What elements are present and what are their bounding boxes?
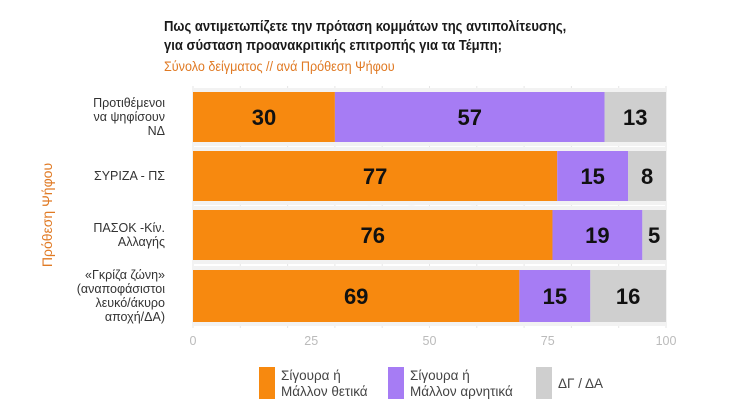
bar-segment xyxy=(519,270,591,322)
x-tick-label: 75 xyxy=(541,334,555,348)
y-axis-label: Πρόθεση Ψήφου xyxy=(39,163,55,267)
bar-segment xyxy=(642,210,666,260)
legend-swatch xyxy=(259,367,275,399)
x-tick-label: 25 xyxy=(304,334,318,348)
data-label: 19 xyxy=(585,223,609,248)
data-label: 13 xyxy=(623,105,647,130)
x-tick-label: 100 xyxy=(656,334,677,348)
category-label: ΠΑΣΟΚ -Κίν. xyxy=(93,221,165,235)
category-label: «Γκρίζα ζώνη» xyxy=(85,268,165,282)
data-label: 76 xyxy=(360,223,384,248)
bar-segment xyxy=(628,151,666,201)
bar-segment xyxy=(604,92,666,142)
chart-title: Πως αντιμετωπίζετε την πρόταση κομμάτων … xyxy=(164,18,566,56)
legend-label: Σίγουρα ή xyxy=(410,368,470,383)
category-label: να ψηφίσουν xyxy=(94,110,165,124)
legend-label: Μάλλον αρνητικά xyxy=(410,384,513,399)
title-line-1: Πως αντιμετωπίζετε την πρόταση κομμάτων … xyxy=(164,19,567,35)
category-label: αποχή/ΔΑ) xyxy=(105,310,165,324)
data-label: 69 xyxy=(344,284,368,309)
data-label: 15 xyxy=(580,164,604,189)
bar-segment xyxy=(193,270,520,322)
chart-subtitle: Σύνολο δείγματος // ανά Πρόθεση Ψήφου xyxy=(164,58,395,74)
data-label: 30 xyxy=(252,105,276,130)
data-label: 8 xyxy=(641,164,653,189)
data-label: 15 xyxy=(543,284,567,309)
bar-segment xyxy=(552,210,643,260)
category-label: λευκό/άκυρο xyxy=(95,296,165,310)
legend-label: ΔΓ / ΔΑ xyxy=(558,376,603,391)
data-label: 5 xyxy=(648,223,660,248)
x-tick-label: 0 xyxy=(190,334,197,348)
bar-segment xyxy=(193,92,335,142)
legend-swatch xyxy=(536,367,552,399)
category-label: Αλλαγής xyxy=(118,235,165,249)
data-label: 77 xyxy=(363,164,387,189)
x-tick-label: 50 xyxy=(423,334,437,348)
data-label: 57 xyxy=(457,105,481,130)
legend-label: Μάλλον θετικά xyxy=(281,384,368,399)
legend-label: Σίγουρα ή xyxy=(281,368,341,383)
category-label: ΝΔ xyxy=(148,124,165,138)
category-label: (αναποφάσιστοι xyxy=(77,282,166,296)
bar-segment xyxy=(193,210,553,260)
bar-segment xyxy=(193,151,558,201)
bar-segment xyxy=(557,151,629,201)
category-label: ΣΥΡΙΖΑ - ΠΣ xyxy=(94,169,165,183)
data-label: 16 xyxy=(616,284,640,309)
bar-segment xyxy=(334,92,605,142)
bar-segment xyxy=(590,270,666,322)
title-line-2: για σύσταση προανακριτικής επιτροπής για… xyxy=(164,38,502,54)
legend-swatch xyxy=(388,367,404,399)
category-label: Προτιθέμενοι xyxy=(93,96,165,110)
